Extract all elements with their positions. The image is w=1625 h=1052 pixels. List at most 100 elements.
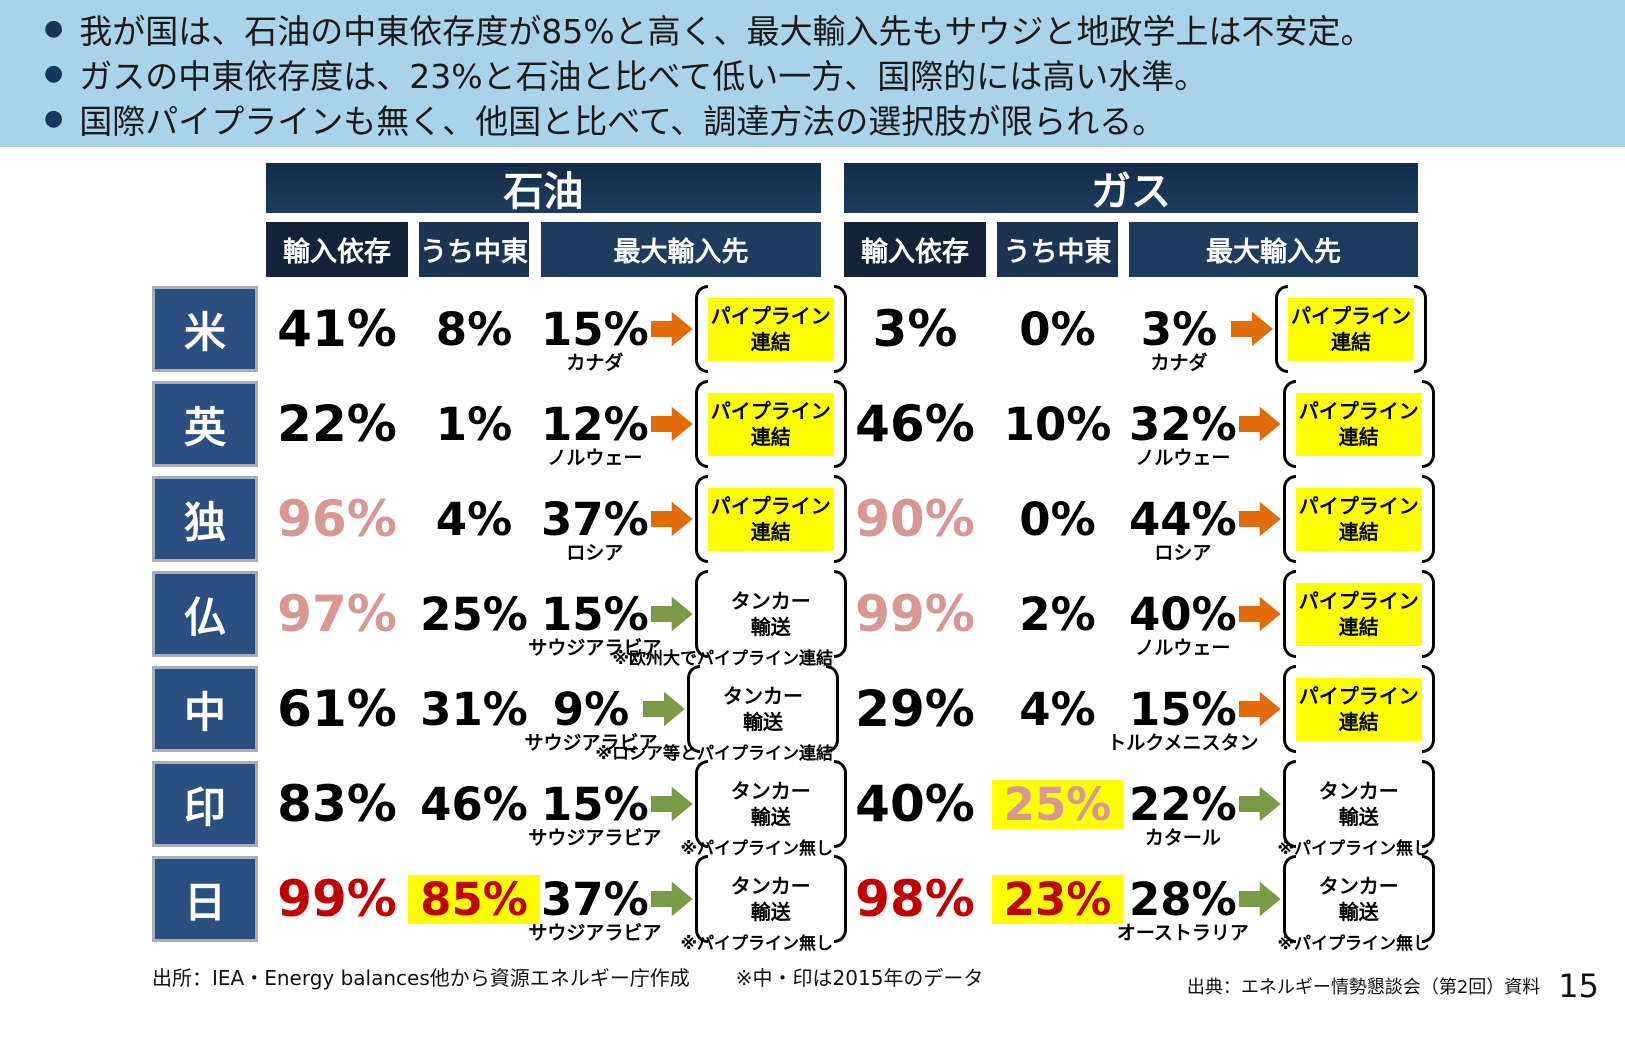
right-bracket [1421,570,1435,658]
right-bracket [1421,475,1435,563]
right-bracket [1414,285,1427,373]
max-import-share: 37% ロシア [541,497,649,563]
oil-middle-east-header: うち中東 [419,222,529,277]
page-number: 15 [1558,967,1599,1005]
data-year-note: ※中・印は2015年のデータ [735,966,984,990]
oil-import-dependency-value: 99% [277,870,397,928]
right-arrow-icon [1238,881,1281,917]
max-import-value: 15% [1129,682,1237,736]
right-arrow-icon [1238,786,1281,822]
country-row-label: 独 [152,476,258,562]
left-bracket [694,380,708,468]
transport-line2: 連結 [750,425,791,449]
left-bracket [1282,475,1296,563]
country-row-label: 英 [152,381,258,467]
max-import-country: サウジアラビア [528,921,662,944]
max-import-share: 15% サウジアラビア [528,777,661,848]
oil-max-import-cell: 37% サウジアラビア タンカー 輸送 ※パイプライン無し [528,855,847,954]
gas-middle-east-cell: 0% [997,476,1118,562]
transport-method-box: タンカー 輸送 [707,867,834,931]
transport-line1: タンカー [730,874,811,898]
max-import-value: 12% [541,397,649,451]
max-import-share: 40% ノルウェー [1129,592,1237,658]
oil-import-dependency-header: 輸入依存 [266,222,408,277]
gas-middle-east-cell: 4% [997,666,1118,752]
gas-import-dependency-cell: 46% [844,381,986,467]
banner-bullet-text: ガスの中東依存度は、23%と石油と比べて低い一方、国際的には高い水準。 [79,56,1208,96]
max-import-country: ノルウェー [547,446,643,469]
transport-line2: 連結 [750,520,791,544]
transport-line2: 輸送 [750,900,791,924]
right-arrow-icon [650,406,693,442]
oil-import-dependency-cell: 97% [266,571,408,657]
gas-max-import-cell: 3% カナダ パイプライン 連結 [1129,285,1427,373]
bullet-icon: ● [44,105,64,131]
max-import-country: ノルウェー [1135,636,1231,659]
transport-method-box: タンカー 輸送 [707,582,834,646]
gas-middle-east-cell: 2% [997,571,1118,657]
oil-import-dependency-cell: 99% [266,856,408,942]
left-bracket [1275,285,1288,373]
max-import-share: 28% オーストラリア [1117,877,1249,943]
gas-import-dependency-value: 29% [855,680,975,738]
transport-line2: 連結 [1338,615,1379,639]
max-import-country: トルクメニスタン [1107,731,1259,754]
oil-import-dependency-value: 22% [277,395,397,453]
max-import-value: 15% [541,777,649,831]
max-import-country: オーストラリア [1116,921,1249,944]
transport-line2: 輸送 [1338,805,1379,829]
transport-method-box: パイプライン 連結 [1288,297,1414,361]
gas-import-dependency-cell: 29% [844,666,986,752]
max-import-value: 15% [541,302,649,356]
oil-import-dependency-value: 83% [277,775,397,833]
oil-import-dependency-value: 97% [277,585,397,643]
bullet-icon: ● [44,60,64,86]
gas-max-import-cell: 22% カタール タンカー 輸送 ※パイプライン無し [1129,760,1435,859]
source-text: 出所：IEA・Energy balances他から資源エネルギー庁作成 [152,966,690,990]
transport-line1: パイプライン [1298,494,1419,518]
oil-group-header: 石油 [266,163,821,215]
gas-max-import-cell: 28% オーストラリア タンカー 輸送 ※パイプライン無し [1117,855,1435,954]
left-bracket [1282,570,1296,658]
gas-import-dependency-value: 98% [855,870,975,928]
left-bracket [1282,760,1296,848]
footnote: ※パイプライン無し [680,934,833,954]
footnote: ※ロシア等とパイプライン連結 [595,744,833,764]
oil-import-dependency-cell: 22% [266,381,408,467]
transport-line1: パイプライン [710,399,831,423]
gas-middle-east-value: 4% [1019,682,1096,736]
country-row-label: 仏 [152,571,258,657]
gas-import-dependency-value: 46% [855,395,975,453]
transport-method-box: タンカー 輸送 [700,677,826,741]
left-bracket [694,475,708,563]
max-import-value: 44% [1129,492,1237,546]
transport-method-box: パイプライン 連結 [1295,582,1422,646]
transport-method-box: パイプライン 連結 [1295,487,1422,551]
oil-import-dependency-value: 41% [277,300,397,358]
footnote: ※パイプライン無し [680,839,833,859]
max-import-value: 15% [541,587,649,641]
right-arrow-icon [1231,311,1273,347]
transport-line2: 連結 [1338,425,1379,449]
max-import-share: 15% カナダ [541,302,649,373]
max-import-value: 9% [552,682,630,736]
max-import-country: カナダ [566,351,624,374]
left-bracket [1282,665,1296,753]
oil-max-import-cell: 15% サウジアラビア タンカー 輸送 ※パイプライン無し [528,760,847,859]
transport-line1: パイプライン [1298,684,1419,708]
transport-method-box: パイプライン 連結 [707,487,834,551]
transport-line2: 連結 [750,330,791,354]
right-bracket [1421,665,1435,753]
gas-import-dependency-cell: 90% [844,476,986,562]
max-import-country: ロシア [566,541,624,564]
transport-line1: パイプライン [1291,304,1411,328]
oil-middle-east-value: 4% [435,492,513,546]
gas-import-dependency-value: 99% [855,585,975,643]
transport-line1: タンカー [1318,779,1399,803]
oil-import-dependency-cell: 61% [266,666,408,752]
gas-middle-east-cell: 10% [997,381,1118,467]
transport-method-box: パイプライン 連結 [707,297,834,361]
max-import-share: 12% ノルウェー [541,397,649,468]
transport-method-box: パイプライン 連結 [1295,392,1422,456]
